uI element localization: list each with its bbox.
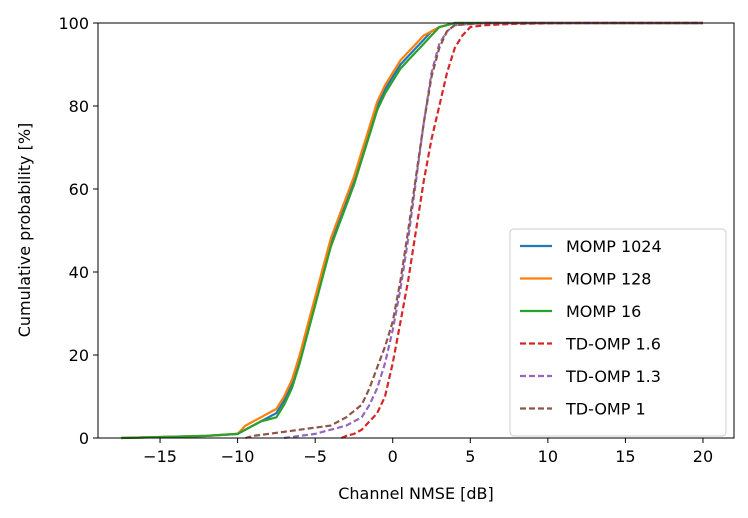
y-tick-label: 80: [69, 97, 89, 116]
x-tick-label: −10: [221, 447, 255, 466]
x-axis: −15 −10 −5 0 5 10 15 20: [143, 438, 713, 466]
y-axis-label: Cumulative probability [%]: [15, 123, 34, 338]
legend-box: [509, 228, 727, 437]
series-layer: [121, 21, 703, 440]
legend-entry: MOMP 1024: [566, 237, 662, 256]
x-tick-label: 5: [465, 447, 475, 466]
y-tick-label: 60: [69, 180, 89, 199]
series-line-1: [121, 21, 703, 440]
x-tick-label: −5: [303, 447, 327, 466]
x-tick-label: 10: [538, 447, 558, 466]
series-line-5: [245, 21, 703, 440]
series-line-3: [341, 21, 703, 440]
x-tick-label: 15: [615, 447, 635, 466]
legend-entry: MOMP 128: [566, 270, 651, 289]
y-tick-label: 40: [69, 263, 89, 282]
legend-entry: TD-OMP 1.3: [565, 367, 661, 386]
x-axis-label: Channel NMSE [dB]: [338, 484, 494, 503]
legend: MOMP 1024 MOMP 128 MOMP 16 TD-OMP 1.6 TD-OMP…: [509, 228, 727, 437]
y-tick-label: 20: [69, 346, 89, 365]
y-tick-label: 100: [58, 14, 89, 33]
legend-entry: TD-OMP 1.6: [565, 335, 661, 354]
x-tick-label: 0: [388, 447, 398, 466]
legend-entry: MOMP 16: [566, 302, 641, 321]
y-axis: 0 20 40 60 80 100: [58, 14, 98, 448]
x-tick-label: 20: [693, 447, 713, 466]
series-line-4: [283, 21, 703, 440]
series-line-0: [121, 21, 703, 440]
legend-entry: TD-OMP 1: [565, 400, 646, 419]
y-tick-label: 0: [79, 429, 89, 448]
x-tick-label: −15: [143, 447, 177, 466]
series-line-2: [121, 21, 703, 440]
plot-frame: [97, 22, 735, 439]
